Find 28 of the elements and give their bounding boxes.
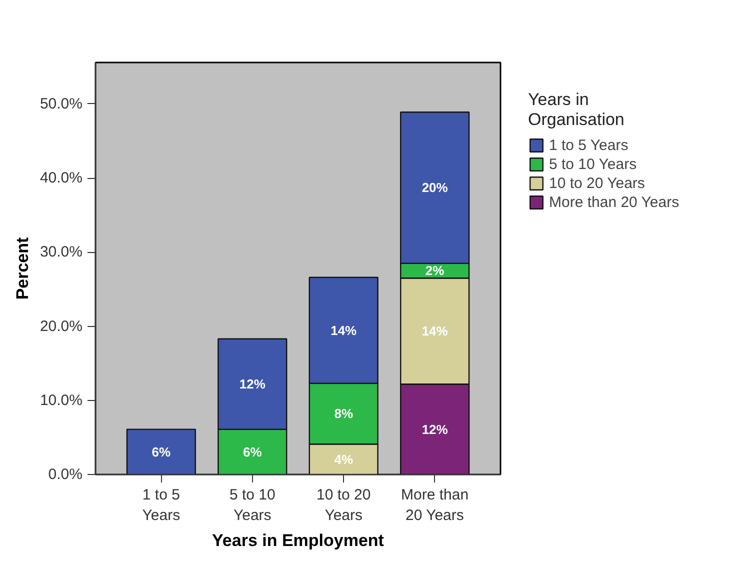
x-tick-label: 10 to 20 Years <box>316 486 371 524</box>
data-label: 20% <box>422 180 448 196</box>
bar <box>126 428 196 474</box>
y-tick-label: 40.0% <box>40 170 83 187</box>
legend-label: 10 to 20 Years <box>549 174 645 192</box>
legend-label: More than 20 Years <box>549 193 680 211</box>
data-label: 4% <box>334 452 354 467</box>
x-axis-title: Years in Employment <box>212 530 384 550</box>
y-axis-title: Percent <box>12 236 32 300</box>
data-label: 6% <box>242 444 262 460</box>
data-label: 6% <box>152 444 172 460</box>
data-label: 14% <box>330 322 358 338</box>
x-tick-label: More than 20 Years <box>401 486 469 524</box>
x-tick-label: 1 to 5 Years <box>142 486 180 524</box>
legend-label: 1 to 5 Years <box>549 136 628 154</box>
data-label: 2% <box>425 263 445 278</box>
y-tick-label: 50.0% <box>40 95 83 112</box>
y-tick-label: 20.0% <box>40 318 83 335</box>
x-tick-label: 5 to 10 Years <box>229 486 276 524</box>
legend-title: Years in Organisation <box>528 90 626 130</box>
data-label: 12% <box>239 376 266 392</box>
data-label: 14% <box>422 324 448 339</box>
y-tick-label: 10.0% <box>40 392 83 409</box>
data-label: 8% <box>334 406 354 422</box>
data-label: 12% <box>422 422 448 437</box>
legend-label: 5 to 10 Years <box>549 155 637 173</box>
y-tick-label: 30.0% <box>40 244 83 261</box>
y-tick-label: 0.0% <box>48 466 83 483</box>
